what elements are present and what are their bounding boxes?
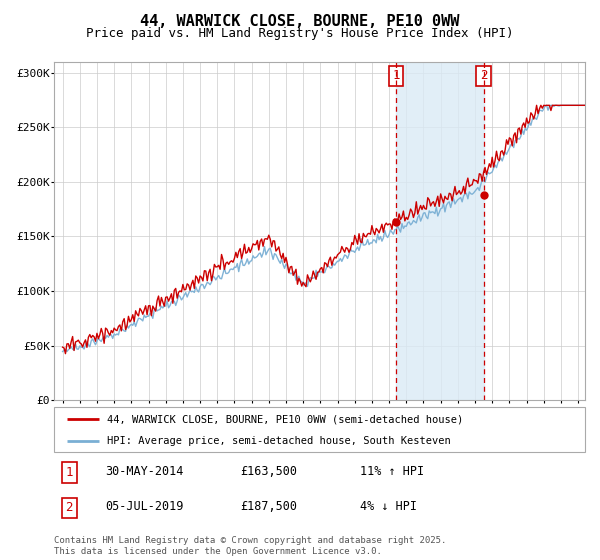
Text: Price paid vs. HM Land Registry's House Price Index (HPI): Price paid vs. HM Land Registry's House … [86,27,514,40]
Text: Contains HM Land Registry data © Crown copyright and database right 2025.
This d: Contains HM Land Registry data © Crown c… [54,536,446,556]
Text: 05-JUL-2019: 05-JUL-2019 [105,500,184,514]
FancyBboxPatch shape [54,407,585,452]
Bar [396,62,484,400]
Text: 2: 2 [65,501,73,515]
Text: HPI: Average price, semi-detached house, South Kesteven: HPI: Average price, semi-detached house,… [107,436,451,446]
Text: £163,500: £163,500 [240,465,297,478]
Text: 11% ↑ HPI: 11% ↑ HPI [360,465,424,478]
Text: 44, WARWICK CLOSE, BOURNE, PE10 0WW: 44, WARWICK CLOSE, BOURNE, PE10 0WW [140,14,460,29]
Text: £187,500: £187,500 [240,500,297,514]
Text: 44, WARWICK CLOSE, BOURNE, PE10 0WW (semi-detached house): 44, WARWICK CLOSE, BOURNE, PE10 0WW (sem… [107,414,463,424]
Text: 4% ↓ HPI: 4% ↓ HPI [360,500,417,514]
Text: 1: 1 [392,69,400,82]
Text: 2: 2 [480,69,487,82]
Text: 1: 1 [65,466,73,479]
Text: 30-MAY-2014: 30-MAY-2014 [105,465,184,478]
